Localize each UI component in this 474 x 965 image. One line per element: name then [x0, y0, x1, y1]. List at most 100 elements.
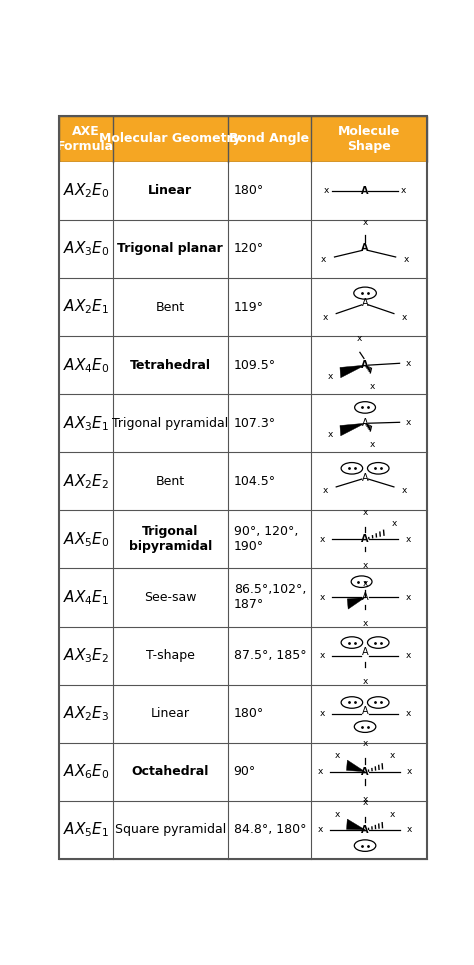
Bar — [59, 162, 427, 220]
Text: A: A — [362, 647, 368, 657]
Text: x: x — [405, 535, 410, 544]
Text: AXE
Formula: AXE Formula — [57, 124, 114, 152]
Text: A: A — [361, 767, 369, 777]
Text: See-saw: See-saw — [144, 591, 197, 604]
Text: x: x — [402, 486, 407, 495]
Text: x: x — [318, 825, 323, 835]
Text: Molecule
Shape: Molecule Shape — [337, 124, 400, 152]
Bar — [59, 116, 427, 162]
Text: Bent: Bent — [156, 300, 185, 314]
Text: x: x — [318, 767, 323, 776]
Text: A: A — [361, 825, 369, 835]
Text: x: x — [407, 767, 412, 776]
Bar — [59, 453, 427, 510]
Text: x: x — [392, 519, 397, 528]
Text: A: A — [362, 473, 368, 482]
Text: A: A — [362, 706, 368, 716]
Bar — [59, 684, 427, 743]
Text: x: x — [403, 255, 409, 263]
Text: x: x — [363, 677, 368, 686]
Text: x: x — [357, 334, 363, 343]
Text: Trigonal planar: Trigonal planar — [118, 242, 223, 256]
Text: 90°, 120°,
190°: 90°, 120°, 190° — [234, 525, 298, 553]
Text: x: x — [363, 508, 368, 517]
Text: 119°: 119° — [234, 300, 264, 314]
Text: x: x — [363, 795, 368, 804]
Text: Linear: Linear — [148, 184, 192, 198]
Text: 86.5°,102°,
187°: 86.5°,102°, 187° — [234, 584, 306, 612]
Text: Bond Angle: Bond Angle — [229, 132, 310, 146]
Text: 104.5°: 104.5° — [234, 475, 276, 488]
Text: A: A — [362, 593, 368, 602]
Bar — [59, 278, 427, 336]
Text: Tetrahedral: Tetrahedral — [130, 359, 211, 372]
Text: x: x — [319, 535, 325, 544]
Text: Trigonal pyramidal: Trigonal pyramidal — [112, 417, 228, 429]
Text: x: x — [390, 751, 395, 760]
Text: x: x — [335, 751, 340, 760]
Polygon shape — [340, 424, 365, 436]
Text: 109.5°: 109.5° — [234, 359, 276, 372]
Text: x: x — [405, 709, 410, 718]
Text: x: x — [363, 579, 368, 588]
Text: 87.5°, 185°: 87.5°, 185° — [234, 649, 306, 662]
Text: $AX_{4}E_{0}$: $AX_{4}E_{0}$ — [63, 356, 109, 374]
Text: Linear: Linear — [151, 707, 190, 720]
Text: x: x — [405, 418, 410, 427]
Text: x: x — [405, 359, 410, 368]
Text: x: x — [405, 651, 410, 660]
Text: A: A — [361, 242, 369, 253]
Text: x: x — [402, 313, 407, 321]
Text: x: x — [319, 709, 325, 718]
Text: x: x — [363, 561, 368, 570]
Text: Molecular Geometry: Molecular Geometry — [100, 132, 241, 146]
Polygon shape — [340, 365, 365, 377]
Bar — [59, 220, 427, 278]
Bar — [59, 394, 427, 453]
Text: 180°: 180° — [234, 707, 264, 720]
Bar — [59, 568, 427, 626]
Text: x: x — [363, 798, 368, 808]
Text: A: A — [361, 535, 369, 544]
Text: $AX_{3}E_{1}$: $AX_{3}E_{1}$ — [63, 414, 109, 432]
Text: $AX_{2}E_{0}$: $AX_{2}E_{0}$ — [63, 181, 109, 201]
Polygon shape — [346, 819, 365, 830]
Text: A: A — [361, 360, 369, 371]
Text: x: x — [324, 186, 329, 195]
Text: 90°: 90° — [234, 765, 256, 778]
Bar — [59, 336, 427, 394]
Text: 107.3°: 107.3° — [234, 417, 276, 429]
Text: $AX_{2}E_{1}$: $AX_{2}E_{1}$ — [63, 298, 109, 317]
Text: A: A — [362, 298, 368, 309]
Text: Bent: Bent — [156, 475, 185, 488]
Text: x: x — [328, 429, 334, 439]
Text: x: x — [407, 825, 412, 835]
Text: A: A — [362, 418, 368, 428]
Text: x: x — [363, 619, 368, 628]
Text: x: x — [319, 651, 325, 660]
Text: 84.8°, 180°: 84.8°, 180° — [234, 823, 306, 837]
Text: $AX_{5}E_{1}$: $AX_{5}E_{1}$ — [63, 820, 109, 840]
Bar — [59, 743, 427, 801]
Text: A: A — [361, 186, 369, 196]
Polygon shape — [346, 760, 365, 772]
Bar — [59, 801, 427, 859]
Text: x: x — [401, 186, 406, 195]
Text: x: x — [335, 810, 340, 819]
Bar — [59, 510, 427, 568]
Text: x: x — [369, 382, 375, 391]
Text: x: x — [405, 593, 410, 602]
Text: x: x — [319, 593, 325, 602]
Text: x: x — [390, 810, 395, 819]
Text: Square pyramidal: Square pyramidal — [115, 823, 226, 837]
Text: Octahedral: Octahedral — [132, 765, 209, 778]
Text: 120°: 120° — [234, 242, 264, 256]
Text: x: x — [363, 217, 368, 227]
Text: x: x — [323, 486, 328, 495]
Text: $AX_{3}E_{2}$: $AX_{3}E_{2}$ — [63, 647, 109, 665]
Text: x: x — [328, 372, 334, 381]
Text: x: x — [323, 313, 328, 321]
Text: x: x — [369, 440, 375, 449]
Polygon shape — [347, 597, 365, 609]
Text: $AX_{2}E_{3}$: $AX_{2}E_{3}$ — [63, 704, 109, 723]
